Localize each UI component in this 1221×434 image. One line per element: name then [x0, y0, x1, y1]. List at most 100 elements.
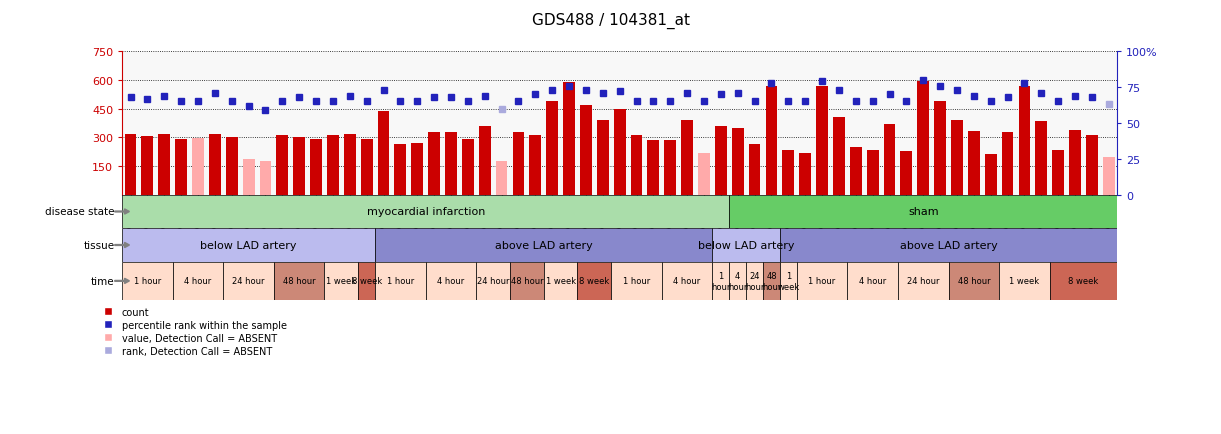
Bar [360, 140, 372, 195]
FancyBboxPatch shape [543, 262, 578, 300]
Bar [513, 132, 524, 195]
FancyBboxPatch shape [949, 262, 999, 300]
Text: 1 week: 1 week [546, 277, 575, 286]
Bar [462, 140, 474, 195]
Text: time: time [92, 276, 115, 286]
FancyBboxPatch shape [122, 195, 729, 229]
FancyBboxPatch shape [729, 262, 746, 300]
Bar [243, 160, 254, 195]
Text: above LAD artery: above LAD artery [495, 240, 592, 250]
Bar [159, 134, 170, 195]
Bar [716, 127, 726, 195]
Bar [614, 109, 625, 195]
Text: 4 hour: 4 hour [184, 277, 211, 286]
Bar [580, 105, 592, 195]
FancyBboxPatch shape [780, 229, 1117, 262]
Text: 4
hour: 4 hour [728, 272, 747, 291]
Bar [867, 151, 879, 195]
Bar [951, 121, 963, 195]
Bar [446, 132, 457, 195]
Bar [833, 118, 845, 195]
Text: 1 week: 1 week [326, 277, 357, 286]
Bar [630, 136, 642, 195]
Bar [192, 139, 204, 195]
Bar [800, 153, 811, 195]
FancyBboxPatch shape [612, 262, 662, 300]
Bar [1070, 130, 1081, 195]
FancyBboxPatch shape [325, 262, 358, 300]
Bar [1018, 86, 1031, 195]
FancyBboxPatch shape [375, 262, 426, 300]
Bar [293, 138, 305, 195]
Text: 24 hour: 24 hour [907, 277, 939, 286]
FancyBboxPatch shape [897, 262, 949, 300]
FancyBboxPatch shape [375, 229, 712, 262]
Bar [698, 153, 709, 195]
Bar [664, 141, 676, 195]
Text: sham: sham [908, 207, 939, 217]
Bar [850, 148, 862, 195]
Text: 1 hour: 1 hour [808, 277, 835, 286]
FancyBboxPatch shape [797, 262, 847, 300]
FancyBboxPatch shape [122, 229, 375, 262]
Text: 8 week: 8 week [579, 277, 609, 286]
Bar [1001, 132, 1013, 195]
Text: 8 week: 8 week [1068, 277, 1099, 286]
FancyBboxPatch shape [662, 262, 712, 300]
Bar [731, 128, 744, 195]
FancyBboxPatch shape [712, 262, 729, 300]
Bar [176, 140, 187, 195]
Bar [563, 82, 575, 195]
FancyBboxPatch shape [426, 262, 476, 300]
Bar [310, 140, 322, 195]
Text: 1 week: 1 week [1010, 277, 1039, 286]
Text: above LAD artery: above LAD artery [900, 240, 998, 250]
Text: 24 hour: 24 hour [477, 277, 509, 286]
FancyBboxPatch shape [510, 262, 543, 300]
Bar [900, 151, 912, 195]
Bar [411, 144, 424, 195]
Text: 4 hour: 4 hour [860, 277, 886, 286]
Bar [546, 102, 558, 195]
Bar [479, 127, 491, 195]
Text: 24
hour: 24 hour [745, 272, 764, 291]
Text: 48 hour: 48 hour [510, 277, 543, 286]
Text: 48 hour: 48 hour [957, 277, 990, 286]
Bar [783, 151, 794, 195]
Text: 48 hour: 48 hour [283, 277, 315, 286]
Text: 4 hour: 4 hour [674, 277, 701, 286]
Bar [209, 134, 221, 195]
FancyBboxPatch shape [712, 229, 780, 262]
FancyBboxPatch shape [729, 195, 1117, 229]
FancyBboxPatch shape [274, 262, 325, 300]
Text: 48
hour: 48 hour [762, 272, 781, 291]
FancyBboxPatch shape [780, 262, 797, 300]
Text: 8 week: 8 week [352, 277, 382, 286]
Text: 1
hour: 1 hour [711, 272, 730, 291]
Bar [344, 135, 355, 195]
Text: 24 hour: 24 hour [232, 277, 265, 286]
Bar [142, 137, 154, 195]
Legend: count, percentile rank within the sample, value, Detection Call = ABSENT, rank, : count, percentile rank within the sample… [103, 307, 287, 356]
Bar [766, 86, 778, 195]
Text: 1 hour: 1 hour [623, 277, 650, 286]
Text: myocardial infarction: myocardial infarction [366, 207, 485, 217]
Bar [226, 138, 238, 195]
FancyBboxPatch shape [578, 262, 612, 300]
Bar [597, 121, 609, 195]
Bar [968, 132, 979, 195]
FancyBboxPatch shape [122, 262, 172, 300]
Text: disease state: disease state [45, 207, 115, 217]
Bar [1053, 151, 1063, 195]
FancyBboxPatch shape [358, 262, 375, 300]
Bar [276, 136, 288, 195]
Text: 1 hour: 1 hour [134, 277, 161, 286]
Bar [1085, 136, 1098, 195]
Bar [530, 136, 541, 195]
FancyBboxPatch shape [763, 262, 780, 300]
Bar [647, 141, 659, 195]
Bar [917, 82, 929, 195]
Bar [985, 154, 996, 195]
Bar [260, 162, 271, 195]
Bar [748, 145, 761, 195]
